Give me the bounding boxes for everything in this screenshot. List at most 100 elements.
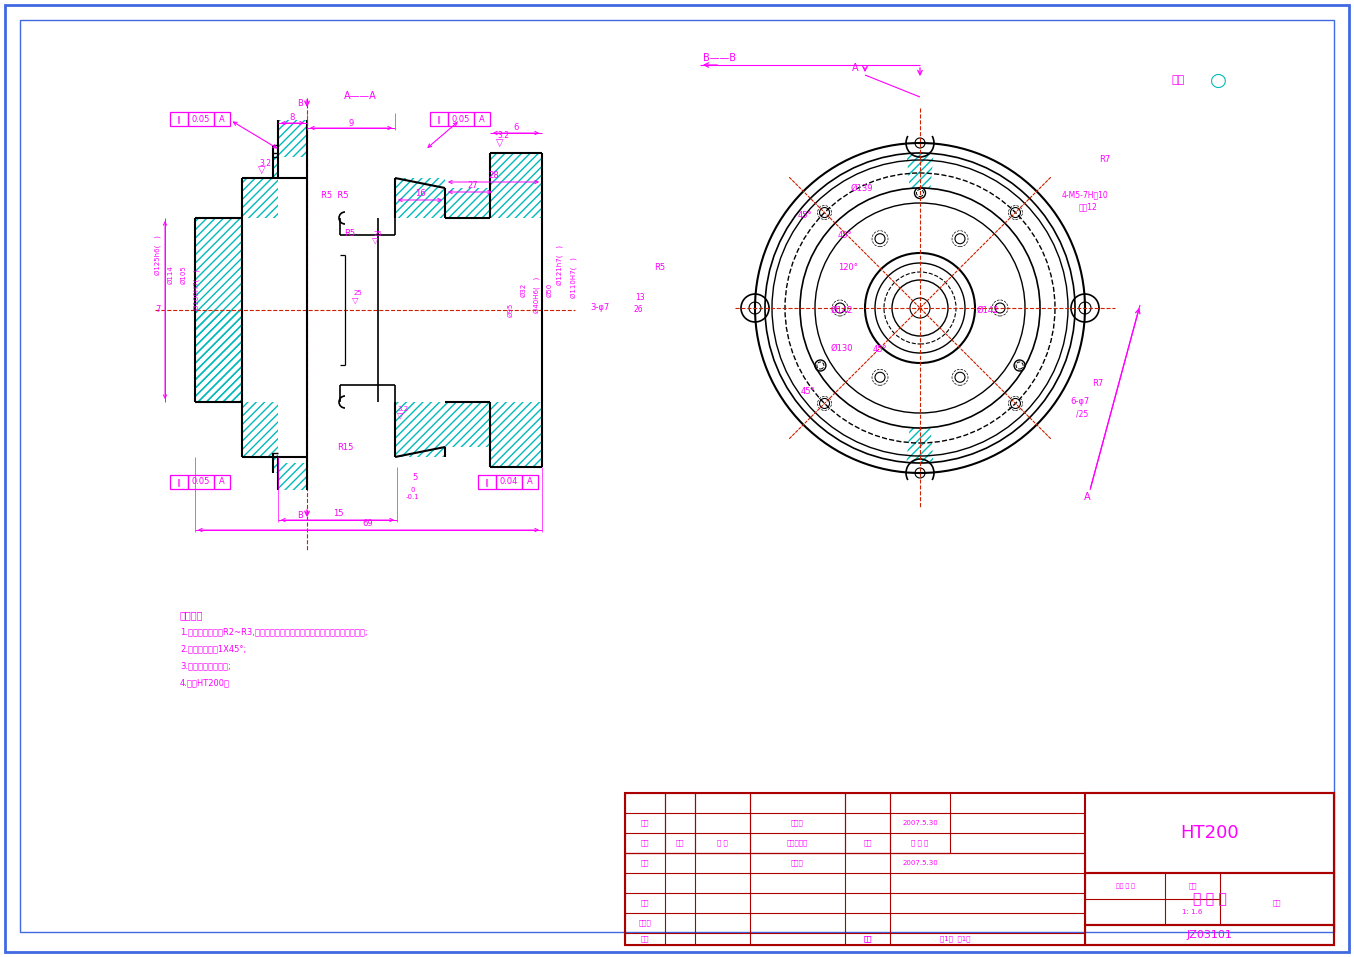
Text: JZ03101: JZ03101 [1186,930,1232,940]
Text: 分 区: 分 区 [718,839,728,846]
Text: R15: R15 [337,442,353,452]
Text: A: A [1083,492,1090,502]
Text: A: A [852,63,858,73]
Bar [395,178,445,218]
Bar [695,793,750,853]
Text: Ø114: Ø114 [168,266,175,284]
Bar [242,178,278,218]
Text: 数量: 数量 [864,936,872,943]
Text: A: A [219,478,225,486]
Text: 5: 5 [413,474,417,482]
Text: 16: 16 [414,189,425,197]
Text: ▽: ▽ [352,296,359,304]
Text: 1.未注铸造圆角为R2~R3,铸件不允许有气孔、疏松、夹渣、裂纹等铸造缺陷;: 1.未注铸造圆角为R2~R3,铸件不允许有气孔、疏松、夹渣、裂纹等铸造缺陷; [180,627,368,636]
Text: 1: 1.6: 1: 1.6 [1182,909,1202,915]
Text: HT200: HT200 [1181,824,1239,842]
Text: 年 月 日: 年 月 日 [911,839,929,846]
Text: 2.未注倒角均为1X45°;: 2.未注倒角均为1X45°; [180,644,246,653]
Text: 质量: 质量 [1189,882,1197,889]
Text: -0.1: -0.1 [406,494,420,500]
Text: Ø121h7(   ): Ø121h7( ) [556,245,563,285]
Text: 13: 13 [635,294,645,302]
Text: A: A [219,115,225,123]
Text: 共1张  第1张: 共1张 第1张 [940,936,971,943]
Text: Ø105: Ø105 [181,266,187,284]
Text: 25: 25 [374,231,382,237]
Bar [750,793,845,853]
Text: 7: 7 [156,305,161,315]
Text: 标准化: 标准化 [639,920,651,926]
Text: 0.05: 0.05 [192,478,210,486]
Text: 审查 核 对: 审查 核 对 [1116,883,1135,889]
Text: 26: 26 [634,305,643,315]
Text: 标记: 标记 [640,839,650,846]
Bar [188,112,214,126]
Text: A——A: A——A [344,91,376,101]
Text: /25: /25 [1076,410,1089,418]
Bar [1085,793,1334,873]
Bar [242,402,278,457]
Text: R5  R5: R5 R5 [321,190,349,199]
Text: R5: R5 [344,230,356,238]
Text: R7: R7 [1099,155,1110,165]
Text: 更改文件号: 更改文件号 [787,839,808,846]
Text: 45°: 45° [838,231,852,239]
Text: Ø100H7(   ): Ø100H7( ) [194,270,200,310]
Text: R5: R5 [654,263,666,273]
Text: 6: 6 [513,122,519,131]
Text: 45°: 45° [800,388,815,396]
Text: 3-φ7: 3-φ7 [590,303,609,313]
Text: 工艺: 工艺 [640,936,650,943]
Text: 4.材料HT200。: 4.材料HT200。 [180,678,230,687]
Bar [478,475,496,489]
Text: 9: 9 [348,119,353,127]
Bar [171,112,188,126]
Text: 27: 27 [467,182,478,190]
Bar [274,153,278,178]
Text: 45°: 45° [873,345,887,354]
Text: 标准化: 标准化 [791,859,804,866]
Bar [445,188,490,218]
Bar [490,402,542,467]
Bar [490,153,542,218]
Text: ▽: ▽ [372,235,378,244]
Text: 设计: 设计 [640,820,650,826]
Text: Ø40H6(   ): Ø40H6( ) [533,277,540,313]
Text: 3.2: 3.2 [259,159,271,167]
Text: 6-φ7: 6-φ7 [1071,397,1090,407]
Text: A: A [527,478,533,486]
Text: 25: 25 [353,290,363,296]
Text: 0: 0 [410,487,416,493]
Text: 0.05: 0.05 [192,115,210,123]
Text: B: B [297,100,303,108]
Bar [626,793,665,853]
Bar [474,112,490,126]
Text: Ø130: Ø130 [831,344,853,352]
Bar [278,463,307,490]
Bar [1085,873,1334,925]
Text: B——B: B——B [704,53,737,63]
Text: 数量: 数量 [864,936,872,943]
Text: Ø125h6(   ): Ø125h6( ) [154,235,161,275]
Text: 技术要求: 技术要求 [180,610,203,620]
Bar [214,112,230,126]
Text: 比例: 比例 [1273,900,1281,906]
Bar [890,793,951,853]
Text: 3.铸件需经时效处理;: 3.铸件需经时效处理; [180,661,230,670]
Text: Ø50: Ø50 [547,283,552,297]
Text: 3.2: 3.2 [497,131,509,141]
Text: 孔深12: 孔深12 [1079,203,1097,211]
Text: 69: 69 [363,520,374,528]
Bar [188,475,214,489]
Text: ▽: ▽ [259,165,265,175]
Text: 处数: 处数 [676,839,684,846]
Text: R7: R7 [1093,379,1104,388]
Bar [214,475,230,489]
Text: ∥: ∥ [177,115,181,123]
Text: 其余: 其余 [1171,75,1185,85]
Text: 连 接 座: 连 接 座 [1193,892,1227,906]
Bar [195,218,242,402]
Bar [195,310,242,402]
Text: 2007.5.30: 2007.5.30 [902,820,938,826]
Text: 标准化: 标准化 [791,820,804,826]
